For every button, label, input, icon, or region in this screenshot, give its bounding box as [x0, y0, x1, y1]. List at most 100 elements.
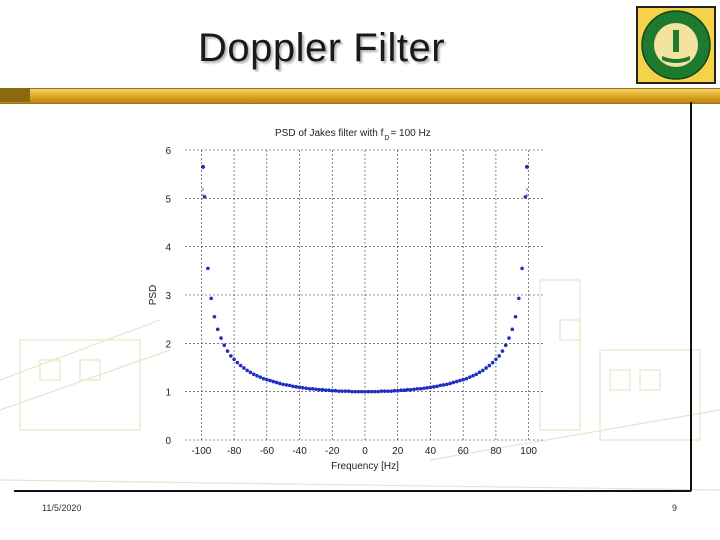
data-point: [242, 366, 246, 370]
data-point: [356, 389, 361, 394]
x-tick-label: 80: [490, 446, 502, 457]
data-point: [376, 389, 380, 394]
data-point: [435, 384, 439, 389]
data-point: [428, 385, 433, 390]
data-point: [297, 385, 302, 390]
data-point: [287, 383, 292, 388]
data-point: [484, 366, 488, 370]
chart-title-sub: D: [384, 135, 389, 142]
data-points: [201, 164, 529, 394]
data-point: [317, 387, 321, 392]
data-point: [219, 336, 223, 340]
data-point: [481, 368, 485, 373]
data-point: [389, 389, 393, 393]
data-point: [251, 372, 256, 377]
y-tick-label: 6: [165, 146, 171, 157]
data-point: [422, 386, 426, 391]
title-band: [0, 88, 720, 104]
data-point: [379, 389, 384, 393]
data-point: [513, 314, 518, 319]
y-tick-label: 2: [165, 339, 171, 350]
data-point: [373, 389, 377, 394]
data-point: [503, 343, 508, 348]
data-point: [497, 354, 501, 358]
data-point: [409, 387, 413, 392]
data-point: [346, 389, 351, 393]
data-point: [467, 375, 472, 379]
x-tick-label: -80: [227, 446, 242, 457]
data-point: [261, 376, 266, 381]
data-point: [445, 382, 449, 387]
data-point: [471, 373, 475, 378]
data-point: [301, 386, 305, 390]
data-point: [206, 266, 210, 271]
data-point: [294, 385, 299, 389]
data-point: [307, 386, 312, 391]
data-point: [451, 380, 456, 385]
data-point: [248, 370, 253, 375]
data-point: [343, 389, 348, 393]
data-point: [425, 386, 429, 390]
data-point: [291, 384, 295, 389]
data-point: [304, 386, 308, 391]
data-point: [395, 388, 400, 393]
data-point: [255, 373, 259, 378]
y-tick-label: 5: [165, 194, 171, 205]
title-band-dark: [0, 88, 30, 102]
x-tick-label: 0: [362, 446, 368, 457]
data-point: [225, 349, 230, 353]
data-point: [330, 388, 335, 393]
data-point: [265, 377, 269, 382]
data-point: [314, 387, 318, 392]
data-point: [494, 357, 498, 362]
data-point: [412, 387, 416, 392]
data-point: [415, 386, 420, 391]
data-point: [212, 314, 217, 319]
data-point: [281, 382, 285, 387]
tick-labels: -100 -80 -60 -40 -20 0 20 40 60 80 100 0 1 2 3 4 5 6: [165, 146, 537, 457]
data-point: [258, 375, 263, 379]
data-point: [333, 388, 338, 393]
data-point: [448, 381, 452, 386]
data-point: [278, 381, 282, 386]
data-point: [418, 386, 423, 391]
data-point: [441, 383, 446, 387]
footer-date: 11/5/2020: [42, 503, 82, 513]
data-point: [382, 389, 387, 393]
university-seal-logo: [636, 6, 716, 84]
data-point: [405, 387, 410, 392]
data-point: [477, 370, 482, 375]
data-point: [510, 327, 515, 332]
x-tick-label: -20: [325, 446, 340, 457]
data-point: [507, 336, 511, 340]
data-point: [327, 388, 331, 393]
data-point: [402, 388, 407, 393]
data-point: [323, 388, 328, 393]
data-point: [359, 389, 364, 394]
data-point: [458, 378, 462, 383]
x-tick-label: 40: [425, 446, 437, 457]
data-point: [490, 360, 495, 365]
x-tick-label: 20: [392, 446, 404, 457]
data-point: [474, 372, 479, 377]
x-tick-label: 60: [458, 446, 470, 457]
data-point: [320, 387, 325, 392]
campus-watermark: [0, 279, 720, 491]
data-point: [523, 195, 528, 199]
footer-page-number: 9: [672, 503, 678, 513]
y-tick-label: 1: [165, 388, 171, 399]
data-point: [366, 389, 371, 394]
data-point: [337, 389, 341, 393]
x-tick-label: -40: [292, 446, 307, 457]
data-point: [215, 327, 220, 332]
x-tick-label: -100: [191, 446, 211, 457]
x-axis-label: Frequency [Hz]: [331, 461, 399, 472]
x-tick-label: -60: [260, 446, 275, 457]
data-point: [386, 389, 390, 393]
data-point: [202, 195, 207, 199]
data-point: [464, 376, 469, 381]
y-tick-label: 4: [165, 243, 171, 254]
data-point: [310, 386, 315, 391]
data-point: [340, 389, 344, 393]
x-tick-label: 100: [520, 446, 537, 457]
